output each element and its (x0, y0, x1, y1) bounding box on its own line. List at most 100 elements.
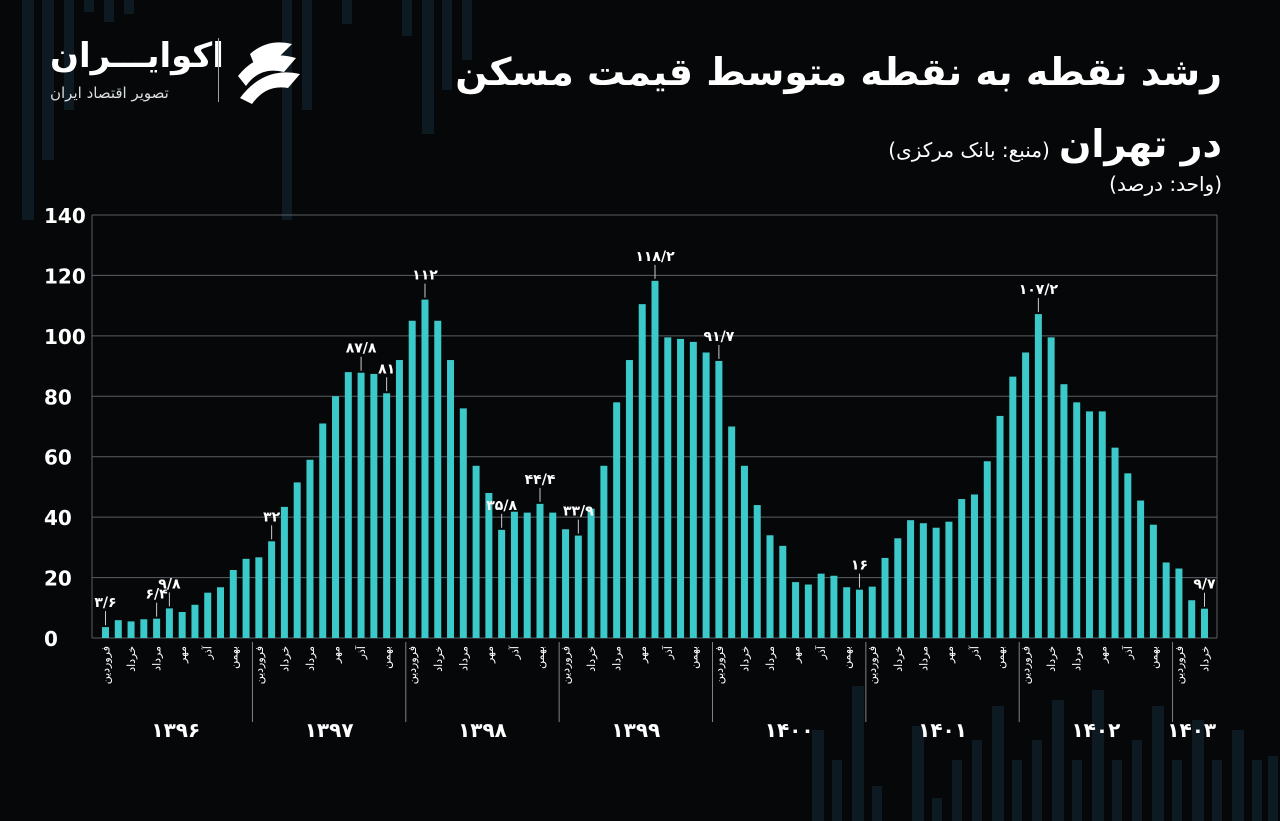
y-tick-label: 20 (44, 567, 72, 591)
data-label: ۳۲ (263, 509, 281, 525)
x-tick-label: آذر (201, 645, 215, 660)
y-tick-label: 120 (44, 264, 86, 288)
x-tick-label: خرداد (892, 646, 905, 672)
bar (1009, 376, 1017, 638)
x-tick-label: فروردین (713, 646, 726, 684)
bar (983, 461, 991, 638)
bar (1060, 384, 1068, 638)
x-tick-label: خرداد (1045, 646, 1058, 672)
bar (1047, 337, 1055, 638)
bar (408, 320, 416, 638)
x-tick-label: بهمن (1147, 646, 1160, 669)
x-tick-label: آذر (967, 645, 981, 660)
x-tick-label: مرداد (304, 646, 317, 671)
x-tick-label: آذر (354, 645, 368, 660)
x-tick-label: بهمن (841, 646, 854, 669)
subtitle-row: در تهران (منبع: بانک مرکزی) (888, 122, 1222, 166)
bar (919, 523, 927, 638)
bar (280, 506, 288, 638)
bar (370, 373, 378, 638)
x-tick-label: مرداد (457, 646, 470, 671)
year-label: ۱۳۹۷ (305, 718, 354, 742)
bar (459, 408, 467, 638)
bar (1124, 473, 1132, 638)
bar (625, 360, 633, 638)
bar (255, 557, 263, 638)
x-tick-label: بهمن (227, 646, 240, 669)
bar (485, 492, 493, 638)
x-tick-label: مهر (1096, 646, 1109, 664)
bar (306, 459, 314, 638)
x-tick-label: مهر (636, 646, 649, 664)
x-tick-label: فروردین (560, 646, 573, 684)
bar (1098, 411, 1106, 638)
bar (740, 465, 748, 638)
bar (1085, 411, 1093, 638)
bar (843, 587, 851, 638)
x-tick-label: فروردین (406, 646, 419, 684)
bar (1162, 562, 1170, 638)
bar (804, 584, 812, 638)
bar (574, 535, 582, 638)
x-tick-label: مهر (330, 646, 343, 664)
unit-note: (واحد: درصد) (1109, 172, 1222, 196)
bar (587, 508, 595, 638)
bar (1175, 568, 1183, 638)
y-tick-label: 80 (44, 385, 72, 409)
bar (830, 575, 838, 638)
x-tick-label: خرداد (432, 646, 445, 672)
bar (945, 521, 953, 638)
bar (970, 494, 978, 638)
x-tick-label: آذر (1121, 645, 1135, 660)
x-tick-label: مرداد (151, 646, 164, 671)
bar (753, 505, 761, 638)
data-label: ۳۵/۸ (486, 498, 517, 514)
bar (562, 529, 570, 638)
bar (715, 360, 723, 638)
bar (357, 372, 365, 638)
bar (383, 393, 391, 638)
x-tick-label: بهمن (994, 646, 1007, 669)
logo-divider (218, 38, 219, 102)
bar (510, 511, 518, 638)
data-label: ۴۴/۴ (525, 472, 556, 488)
bar (191, 604, 199, 638)
bar (1149, 524, 1157, 638)
x-tick-label: آذر (814, 645, 828, 660)
bar (319, 423, 327, 638)
chart-title: رشد نقطه به نقطه متوسط قیمت مسکن (455, 50, 1222, 94)
x-tick-label: خرداد (585, 646, 598, 672)
year-label: ۱۴۰۳ (1167, 718, 1216, 742)
bar (855, 589, 863, 638)
x-tick-label: فروردین (866, 646, 879, 684)
bar (523, 512, 531, 638)
x-tick-label: مرداد (1071, 646, 1084, 671)
data-label: ۶/۴ (146, 587, 169, 603)
year-label: ۱۳۹۶ (151, 718, 200, 742)
year-label: ۱۴۰۲ (1071, 718, 1120, 742)
data-label: ۹/۸ (158, 576, 181, 592)
data-label: ۱۰۷/۲ (1019, 282, 1059, 298)
bar (1111, 447, 1119, 638)
source-note: (منبع: بانک مرکزی) (888, 138, 1050, 162)
data-label: ۳۳/۹ (563, 504, 594, 520)
brand-name: اکوایـــران (50, 36, 224, 76)
bar (229, 570, 237, 638)
bar (268, 541, 276, 638)
bar (332, 396, 340, 638)
x-tick-label: آذر (507, 645, 521, 660)
x-tick-label: مهر (943, 646, 956, 664)
bar (293, 482, 301, 638)
x-tick-label: بهمن (381, 646, 394, 669)
bar (677, 338, 685, 638)
data-label: ۸۱ (378, 361, 395, 377)
bar (728, 426, 736, 638)
bar (613, 402, 621, 638)
bar (498, 529, 506, 638)
data-label: ۱۱۲ (412, 268, 438, 284)
x-tick-label: مهر (483, 646, 496, 664)
bar (958, 499, 966, 638)
data-label: ۱۱۸/۲ (635, 249, 675, 265)
